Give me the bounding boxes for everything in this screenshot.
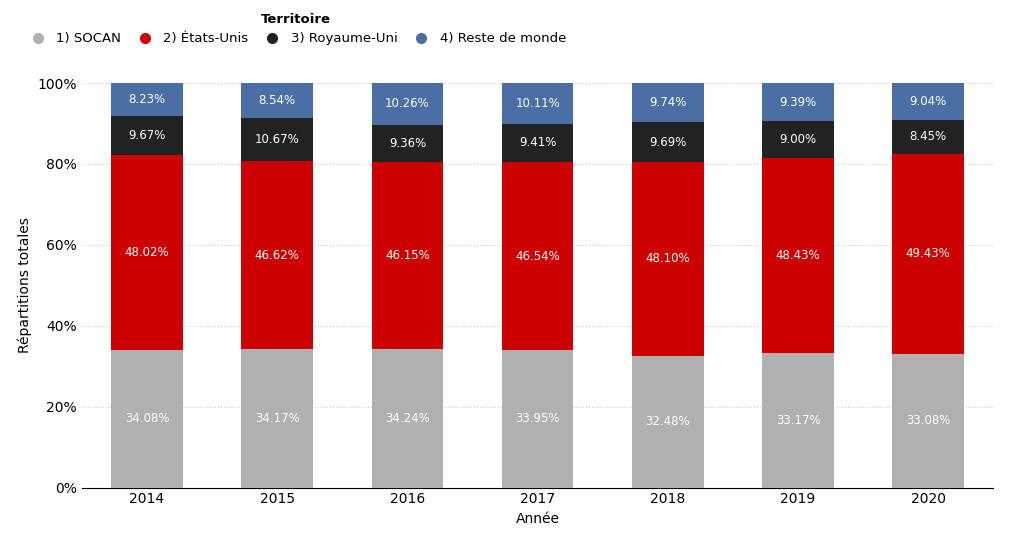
Text: 33.17%: 33.17% (775, 414, 820, 427)
Text: 10.26%: 10.26% (385, 98, 430, 110)
Bar (762, 157, 834, 353)
Bar (762, 83, 834, 121)
Bar (502, 162, 573, 350)
Bar (372, 349, 443, 488)
Bar (502, 350, 573, 488)
Text: 8.54%: 8.54% (259, 94, 296, 107)
Text: 34.08%: 34.08% (125, 412, 169, 425)
Text: 8.45%: 8.45% (909, 130, 947, 143)
Text: 46.54%: 46.54% (515, 250, 560, 263)
Text: 46.62%: 46.62% (255, 249, 300, 261)
Bar (632, 83, 703, 122)
Text: 32.48%: 32.48% (645, 416, 690, 428)
Text: 9.67%: 9.67% (128, 130, 166, 142)
Text: 9.41%: 9.41% (519, 136, 556, 150)
Bar (892, 154, 964, 354)
Bar (372, 162, 443, 349)
Bar (632, 162, 703, 356)
Text: 33.08%: 33.08% (906, 414, 950, 427)
Text: 8.23%: 8.23% (128, 93, 166, 106)
Bar (242, 83, 313, 117)
Bar (112, 156, 183, 350)
Text: 48.43%: 48.43% (775, 249, 820, 262)
Bar (372, 83, 443, 125)
Text: 9.39%: 9.39% (779, 96, 816, 109)
Text: 33.95%: 33.95% (515, 412, 560, 425)
Bar (502, 124, 573, 162)
Bar (242, 117, 313, 161)
Bar (112, 83, 183, 116)
Text: 9.36%: 9.36% (389, 137, 426, 150)
Text: 34.24%: 34.24% (385, 412, 430, 425)
Y-axis label: Répartitions totales: Répartitions totales (17, 217, 32, 353)
Bar (632, 122, 703, 162)
Text: 10.67%: 10.67% (255, 133, 300, 146)
Text: 48.10%: 48.10% (645, 253, 690, 265)
Text: 9.00%: 9.00% (779, 133, 816, 146)
Bar (892, 354, 964, 488)
Text: 34.17%: 34.17% (255, 412, 300, 425)
X-axis label: Année: Année (516, 512, 559, 526)
Text: 9.69%: 9.69% (649, 136, 686, 148)
Text: 9.04%: 9.04% (909, 95, 947, 108)
Bar (892, 120, 964, 154)
Text: 48.02%: 48.02% (125, 246, 169, 259)
Text: 46.15%: 46.15% (385, 249, 430, 262)
Legend: 1) SOCAN, 2) États-Unis, 3) Royaume-Uni, 4) Reste de monde: 1) SOCAN, 2) États-Unis, 3) Royaume-Uni,… (25, 13, 566, 45)
Bar (762, 121, 834, 157)
Bar (372, 125, 443, 162)
Text: 49.43%: 49.43% (906, 247, 950, 260)
Bar (242, 350, 313, 488)
Bar (762, 353, 834, 488)
Bar (892, 83, 964, 120)
Bar (502, 83, 573, 124)
Bar (112, 116, 183, 156)
Bar (632, 356, 703, 488)
Text: 9.74%: 9.74% (649, 96, 686, 109)
Bar (112, 350, 183, 488)
Bar (242, 161, 313, 350)
Text: 10.11%: 10.11% (515, 97, 560, 110)
Text: Médias traditionnels : Répartitions par territoire: Médias traditionnels : Répartitions par … (12, 30, 504, 49)
